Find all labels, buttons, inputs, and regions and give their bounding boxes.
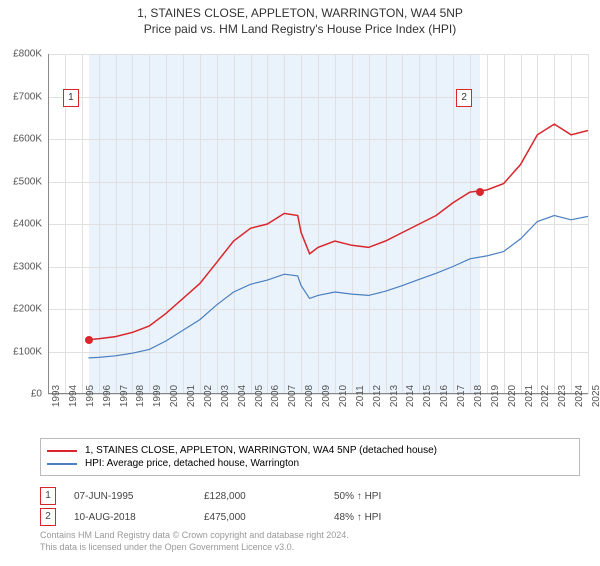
y-tick-label: £800K — [13, 49, 42, 60]
gridline-v — [588, 54, 589, 394]
sale-marker-label: 2 — [456, 89, 472, 107]
x-tick-label: 2012 — [372, 385, 383, 407]
chart-plot-area: 12 £0£100K£200K£300K£400K£500K£600K£700K… — [48, 54, 588, 394]
y-tick-label: £300K — [13, 261, 42, 272]
chart-subtitle: Price paid vs. HM Land Registry's House … — [0, 22, 600, 36]
x-tick-label: 2021 — [524, 385, 535, 407]
y-tick-label: £700K — [13, 91, 42, 102]
line-series-svg — [48, 54, 588, 394]
data-price-2: £475,000 — [204, 512, 334, 523]
x-tick-label: 2015 — [422, 385, 433, 407]
x-tick-label: 2000 — [169, 385, 180, 407]
x-tick-label: 2004 — [237, 385, 248, 407]
y-tick-label: £400K — [13, 219, 42, 230]
data-price-1: £128,000 — [204, 491, 334, 502]
series-line-property — [89, 124, 589, 340]
legend-row-property: 1, STAINES CLOSE, APPLETON, WARRINGTON, … — [47, 445, 573, 456]
x-tick-label: 2018 — [473, 385, 484, 407]
x-tick-label: 2019 — [490, 385, 501, 407]
x-tick-label: 2014 — [405, 385, 416, 407]
legend-label-hpi: HPI: Average price, detached house, Warr… — [85, 458, 299, 469]
x-tick-label: 1993 — [51, 385, 62, 407]
x-tick-label: 2013 — [389, 385, 400, 407]
x-tick-label: 1999 — [152, 385, 163, 407]
x-tick-label: 1994 — [68, 385, 79, 407]
x-tick-label: 2005 — [254, 385, 265, 407]
sale-marker-dot — [85, 336, 93, 344]
x-tick-label: 2002 — [203, 385, 214, 407]
x-tick-label: 2008 — [304, 385, 315, 407]
legend-box: 1, STAINES CLOSE, APPLETON, WARRINGTON, … — [40, 438, 580, 476]
series-line-hpi — [89, 216, 589, 358]
legend-swatch-hpi — [47, 463, 77, 465]
x-tick-label: 2023 — [557, 385, 568, 407]
x-tick-label: 2020 — [507, 385, 518, 407]
chart-title: 1, STAINES CLOSE, APPLETON, WARRINGTON, … — [0, 6, 600, 20]
sale-marker-label: 1 — [63, 89, 79, 107]
data-marker-1: 1 — [40, 487, 56, 505]
x-tick-label: 2009 — [321, 385, 332, 407]
legend-label-property: 1, STAINES CLOSE, APPLETON, WARRINGTON, … — [85, 445, 437, 456]
data-table: 1 07-JUN-1995 £128,000 50% ↑ HPI 2 10-AU… — [40, 484, 464, 529]
data-row-2: 2 10-AUG-2018 £475,000 48% ↑ HPI — [40, 508, 464, 526]
footnote-line-2: This data is licensed under the Open Gov… — [40, 542, 349, 554]
x-tick-label: 1998 — [135, 385, 146, 407]
y-tick-label: £600K — [13, 134, 42, 145]
legend-row-hpi: HPI: Average price, detached house, Warr… — [47, 458, 573, 469]
x-tick-label: 1997 — [119, 385, 130, 407]
x-tick-label: 2011 — [355, 385, 366, 407]
data-marker-2: 2 — [40, 508, 56, 526]
x-tick-label: 2016 — [439, 385, 450, 407]
legend-swatch-property — [47, 450, 77, 452]
x-tick-label: 2025 — [591, 385, 600, 407]
y-tick-label: £100K — [13, 346, 42, 357]
x-tick-label: 2017 — [456, 385, 467, 407]
x-tick-label: 2010 — [338, 385, 349, 407]
y-tick-label: £0 — [31, 389, 42, 400]
x-tick-label: 2006 — [270, 385, 281, 407]
data-date-2: 10-AUG-2018 — [74, 512, 204, 523]
x-tick-label: 2001 — [186, 385, 197, 407]
y-tick-label: £200K — [13, 304, 42, 315]
x-tick-label: 1995 — [85, 385, 96, 407]
x-tick-label: 1996 — [102, 385, 113, 407]
x-tick-label: 2007 — [287, 385, 298, 407]
x-tick-label: 2024 — [574, 385, 585, 407]
data-row-1: 1 07-JUN-1995 £128,000 50% ↑ HPI — [40, 487, 464, 505]
footnote: Contains HM Land Registry data © Crown c… — [40, 530, 349, 553]
data-delta-2: 48% ↑ HPI — [334, 512, 464, 523]
sale-marker-dot — [476, 188, 484, 196]
x-tick-label: 2003 — [220, 385, 231, 407]
y-tick-label: £500K — [13, 176, 42, 187]
data-date-1: 07-JUN-1995 — [74, 491, 204, 502]
data-delta-1: 50% ↑ HPI — [334, 491, 464, 502]
footnote-line-1: Contains HM Land Registry data © Crown c… — [40, 530, 349, 542]
x-tick-label: 2022 — [540, 385, 551, 407]
